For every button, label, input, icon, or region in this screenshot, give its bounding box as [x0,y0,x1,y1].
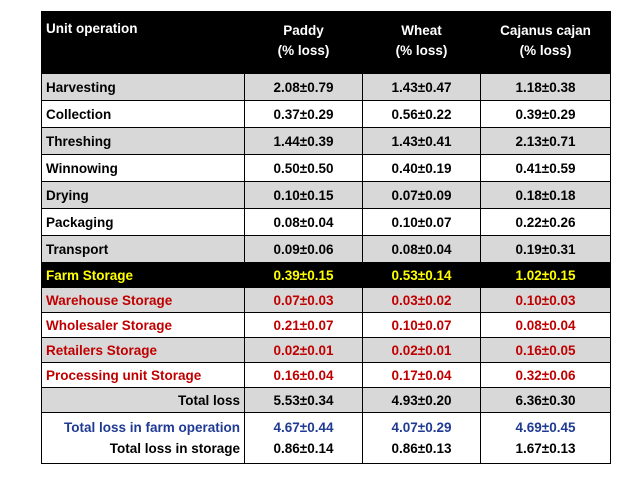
cell-wheat: 0.53±0.14 [362,262,481,288]
cell-wheat: 0.03±0.02 [362,287,481,313]
wheat-storage-value: 0.86±0.13 [391,441,452,456]
table-row: Drying 0.10±0.15 0.07±0.09 0.18±0.18 [41,181,611,209]
table-row-storage: Warehouse Storage 0.07±0.03 0.03±0.02 0.… [41,287,611,313]
cell-cajanus: 1.02±0.15 [480,262,611,288]
header-paddy-name: Paddy [283,23,324,38]
cell-wheat: 0.02±0.01 [362,337,481,363]
table-row-storage: Retailers Storage 0.02±0.01 0.02±0.01 0.… [41,337,611,363]
header-wheat-unit: (% loss) [395,43,448,58]
cell-cajanus: 0.41±0.59 [480,154,611,182]
cell-paddy: 0.09±0.06 [244,235,363,263]
header-paddy-unit: (% loss) [277,43,330,58]
cell-cajanus: 0.19±0.31 [480,235,611,263]
storage-label: Total loss in storage [109,441,240,456]
cajanus-farm-value: 4.69±0.45 [515,420,576,435]
cell-cajanus: 0.08±0.04 [480,312,611,338]
cell-wheat: 0.10±0.07 [362,312,481,338]
row-label: Wholesaler Storage [41,312,245,338]
cell-cajanus: 0.32±0.06 [480,362,611,388]
cell-wheat: 0.56±0.22 [362,100,481,128]
cell-paddy: 0.02±0.01 [244,337,363,363]
header-wheat-name: Wheat [401,23,442,38]
row-label: Total loss [41,387,245,413]
header-cajanus-unit: (% loss) [519,43,572,58]
cell-paddy: 1.44±0.39 [244,127,363,155]
header-cajanus-name: Cajanus cajan [500,23,591,38]
cell-paddy: 0.21±0.07 [244,312,363,338]
header-paddy: Paddy (% loss) [244,11,363,74]
cell-wheat: 0.07±0.09 [362,181,481,209]
cell-paddy: 2.08±0.79 [244,73,363,101]
cell-wheat: 0.08±0.04 [362,235,481,263]
row-label: Retailers Storage [41,337,245,363]
row-label: Transport [41,235,245,263]
wheat-farm-value: 4.07±0.29 [391,420,452,435]
cell-wheat: 4.93±0.20 [362,387,481,413]
row-label: Farm Storage [41,262,245,288]
table-row-loss-breakdown: Total loss in farm operation Total loss … [41,412,611,464]
table-row: Collection 0.37±0.29 0.56±0.22 0.39±0.29 [41,100,611,128]
cell-paddy: 0.16±0.04 [244,362,363,388]
table-row: Harvesting 2.08±0.79 1.43±0.47 1.18±0.38 [41,73,611,101]
table-row: Winnowing 0.50±0.50 0.40±0.19 0.41±0.59 [41,154,611,182]
row-label: Winnowing [41,154,245,182]
cell-wheat: 0.17±0.04 [362,362,481,388]
paddy-storage-value: 0.86±0.14 [273,441,334,456]
header-cajanus: Cajanus cajan (% loss) [480,11,611,74]
row-label: Warehouse Storage [41,287,245,313]
row-label: Harvesting [41,73,245,101]
loss-table: Unit operation Paddy (% loss) Wheat (% l… [41,11,611,464]
cell-paddy: 0.50±0.50 [244,154,363,182]
cell-paddy: 0.37±0.29 [244,100,363,128]
row-label: Processing unit Storage [41,362,245,388]
cell-paddy: 4.67±0.44 0.86±0.14 [244,412,363,464]
header-wheat: Wheat (% loss) [362,11,481,74]
cajanus-storage-value: 1.67±0.13 [515,441,576,456]
farm-operation-label: Total loss in farm operation [63,420,240,435]
cell-wheat: 0.40±0.19 [362,154,481,182]
table-row: Threshing 1.44±0.39 1.43±0.41 2.13±0.71 [41,127,611,155]
cell-cajanus: 0.39±0.29 [480,100,611,128]
paddy-farm-value: 4.67±0.44 [273,420,334,435]
cell-wheat: 1.43±0.41 [362,127,481,155]
cell-wheat: 0.10±0.07 [362,208,481,236]
cell-cajanus: 0.10±0.03 [480,287,611,313]
table-row-storage: Wholesaler Storage 0.21±0.07 0.10±0.07 0… [41,312,611,338]
cell-paddy: 5.53±0.34 [244,387,363,413]
breakdown-labels: Total loss in farm operation Total loss … [41,412,245,464]
cell-cajanus: 0.16±0.05 [480,337,611,363]
row-label: Drying [41,181,245,209]
cell-paddy: 0.10±0.15 [244,181,363,209]
cell-wheat: 1.43±0.47 [362,73,481,101]
cell-cajanus: 4.69±0.45 1.67±0.13 [480,412,611,464]
row-label: Threshing [41,127,245,155]
cell-wheat: 4.07±0.29 0.86±0.13 [362,412,481,464]
table-row-storage: Processing unit Storage 0.16±0.04 0.17±0… [41,362,611,388]
table-row-total-loss: Total loss 5.53±0.34 4.93±0.20 6.36±0.30 [41,387,611,413]
table-row: Packaging 0.08±0.04 0.10±0.07 0.22±0.26 [41,208,611,236]
table-header-row: Unit operation Paddy (% loss) Wheat (% l… [41,11,611,74]
cell-paddy: 0.08±0.04 [244,208,363,236]
cell-cajanus: 6.36±0.30 [480,387,611,413]
table-row: Transport 0.09±0.06 0.08±0.04 0.19±0.31 [41,235,611,263]
header-unit-operation: Unit operation [41,11,245,74]
cell-cajanus: 0.22±0.26 [480,208,611,236]
cell-paddy: 0.39±0.15 [244,262,363,288]
row-label: Packaging [41,208,245,236]
cell-paddy: 0.07±0.03 [244,287,363,313]
cell-cajanus: 0.18±0.18 [480,181,611,209]
table-row-farm-storage: Farm Storage 0.39±0.15 0.53±0.14 1.02±0.… [41,262,611,288]
row-label: Collection [41,100,245,128]
cell-cajanus: 2.13±0.71 [480,127,611,155]
cell-cajanus: 1.18±0.38 [480,73,611,101]
